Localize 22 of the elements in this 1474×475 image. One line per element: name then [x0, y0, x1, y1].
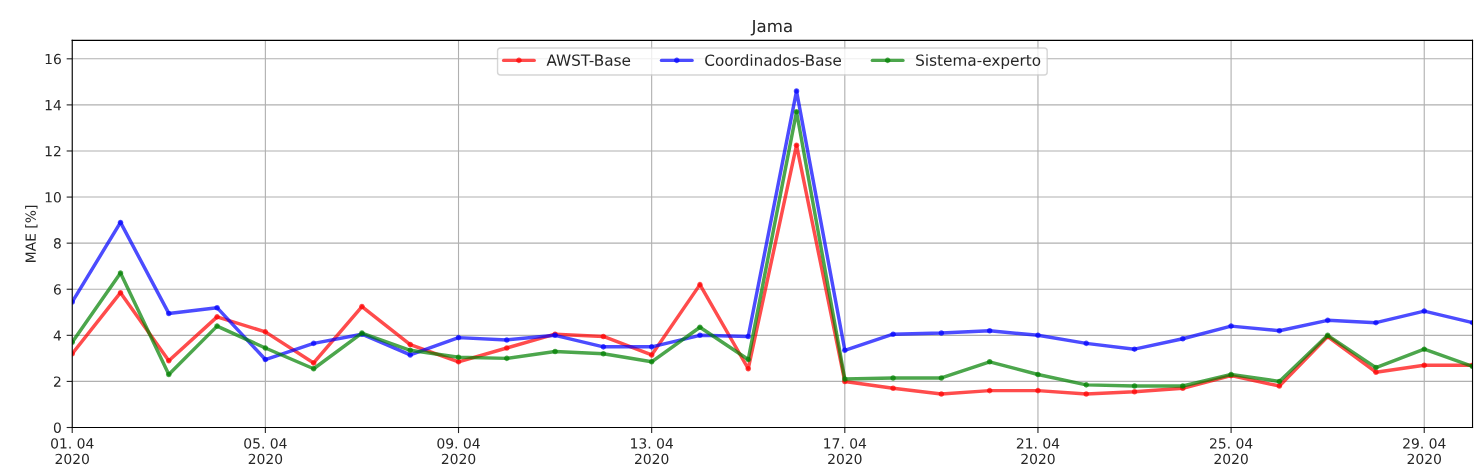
x-tick-label: 13. 04 2020: [631, 438, 673, 465]
y-tick-label: 8: [53, 238, 61, 249]
y-tick-label: 2: [53, 376, 61, 387]
x-tick-label: 21. 04 2020: [1016, 438, 1060, 465]
y-tick-label: 6: [53, 284, 61, 295]
y-tick-label: 16: [45, 53, 61, 65]
y-tick-label: 0: [53, 422, 61, 433]
x-tick-label: 09. 04 2020: [437, 438, 480, 465]
y-tick-label: 4: [53, 330, 62, 341]
x-tick-label: 01. 04 2020: [51, 438, 94, 465]
y-axis-title: MAE [%]: [25, 205, 38, 262]
legend-label: AWST-Base: [546, 54, 631, 66]
chart-title: Jama: [750, 19, 792, 36]
x-tick-label: 17. 04 2020: [824, 438, 867, 465]
y-tick-label: 14: [45, 100, 62, 111]
legend-label: Sistema-experto: [916, 54, 1041, 69]
y-tick-label: 12: [45, 145, 61, 157]
x-tick-label: 05. 04 2020: [244, 438, 287, 465]
x-tick-label: 29. 04 2020: [1403, 438, 1446, 465]
y-tick-label: 10: [45, 192, 61, 203]
x-tick-label: 25. 04 2020: [1210, 438, 1253, 465]
legend-label: Coordinados-Base: [705, 54, 841, 66]
